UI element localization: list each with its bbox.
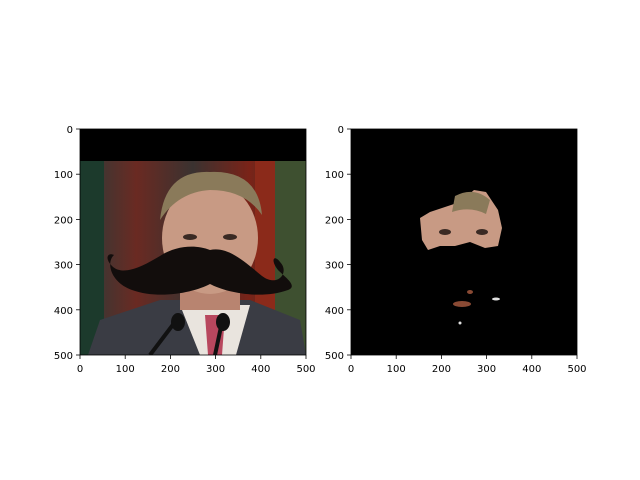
- y-tick-label: 100: [54, 170, 73, 181]
- mask-overlay: [425, 246, 500, 262]
- y-tick-label: 400: [325, 306, 344, 317]
- left-photo: [80, 129, 306, 355]
- visible-hair: [452, 191, 490, 214]
- right-eye: [223, 234, 237, 240]
- y-tick-label: 200: [54, 215, 73, 226]
- microphone: [148, 320, 177, 355]
- x-tick-label: 400: [251, 364, 270, 375]
- x-tick-label: 200: [432, 364, 451, 375]
- y-tick-label: 300: [325, 261, 344, 272]
- y-tick-label: 400: [54, 306, 73, 317]
- y-tick-label: 500: [54, 351, 73, 362]
- left-image-panel: [79, 128, 307, 356]
- x-tick-label: 500: [567, 364, 586, 375]
- left-eye: [183, 234, 197, 240]
- x-tick-label: 300: [477, 364, 496, 375]
- hair: [160, 171, 262, 220]
- x-tick-label: 200: [161, 364, 180, 375]
- x-tick-label: 400: [522, 364, 541, 375]
- left-eye: [439, 229, 451, 235]
- microphone-head: [216, 313, 230, 331]
- right-mask-image: [351, 129, 577, 355]
- y-tick-label: 0: [67, 125, 73, 136]
- light-spot: [492, 297, 500, 301]
- y-tick-label: 200: [325, 215, 344, 226]
- left-axes-frame: [79, 128, 307, 356]
- x-tick-label: 100: [387, 364, 406, 375]
- x-tick-label: 500: [296, 364, 315, 375]
- right-axes-frame: [350, 128, 578, 356]
- mustache-overlay: [107, 246, 292, 295]
- y-tick-label: 100: [325, 170, 344, 181]
- y-tick-label: 0: [338, 125, 344, 136]
- microphone-head: [171, 313, 185, 331]
- x-tick-label: 0: [77, 364, 83, 375]
- light-spot: [458, 321, 462, 325]
- right-eye: [476, 229, 488, 235]
- y-tick-label: 500: [325, 351, 344, 362]
- y-tick-label: 300: [54, 261, 73, 272]
- black-band: [80, 129, 306, 161]
- x-tick-label: 300: [206, 364, 225, 375]
- right-image-panel: [350, 128, 578, 356]
- skin-spot: [467, 290, 473, 294]
- skin-spot: [453, 301, 471, 307]
- x-tick-label: 100: [116, 364, 135, 375]
- x-tick-label: 0: [348, 364, 354, 375]
